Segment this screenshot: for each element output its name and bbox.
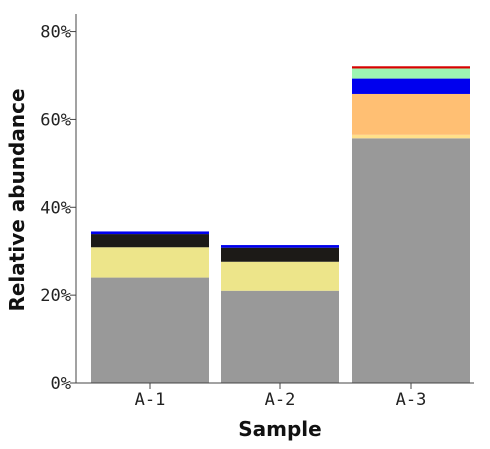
x-ticks: A-1 A-2 A-3 <box>135 383 427 410</box>
y-tick-label: 60% <box>40 110 71 130</box>
bar-segment-a-3-1 <box>352 134 470 139</box>
bar-segment-a-3-7 <box>352 66 470 69</box>
y-tick-label: 80% <box>40 23 71 43</box>
y-tick-label: 20% <box>40 286 71 306</box>
bar-segment-a-3-0 <box>352 138 470 383</box>
y-tick-label: 0% <box>51 374 71 394</box>
bar-segment-a-2-4 <box>221 247 339 262</box>
bar-segment-a-3-3 <box>352 93 470 135</box>
bar-segment-a-1-2 <box>91 247 209 278</box>
y-ticks: 0% 20% 40% 60% 80% <box>40 23 76 394</box>
bars-layer <box>91 66 470 383</box>
bar-segment-a-1-0 <box>91 277 209 383</box>
x-axis-title: Sample <box>238 417 321 441</box>
bar-segment-a-1-5 <box>91 231 209 235</box>
x-tick-label-a-3: A-3 <box>396 390 427 410</box>
bar-segment-a-1-4 <box>91 234 209 248</box>
y-tick-label: 40% <box>40 198 71 218</box>
x-tick-label-a-2: A-2 <box>265 390 296 410</box>
y-axis-title: Relative abundance <box>5 88 29 311</box>
x-tick-label-a-1: A-1 <box>135 390 166 410</box>
bar-segment-a-3-5 <box>352 78 470 94</box>
bar-segment-a-2-2 <box>221 261 339 291</box>
bar-segment-a-2-0 <box>221 290 339 383</box>
bar-segment-a-2-5 <box>221 245 339 248</box>
bar-segment-a-3-6 <box>352 68 470 79</box>
